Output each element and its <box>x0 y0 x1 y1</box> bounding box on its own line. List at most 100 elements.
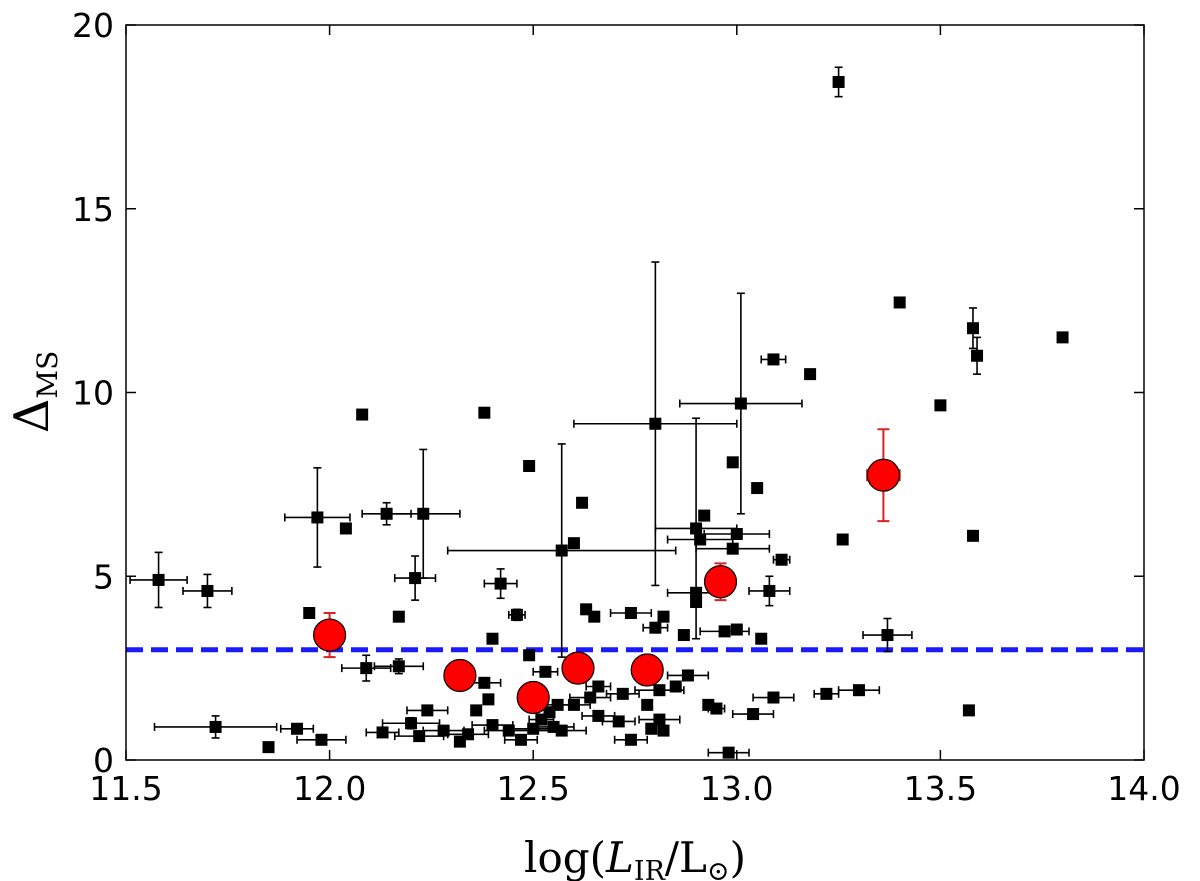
data-point-square-1 <box>201 584 214 597</box>
data-point-square-98 <box>971 349 984 362</box>
x-tick-label-2: 12.5 <box>496 769 569 808</box>
data-point-square-82 <box>755 632 768 645</box>
data-point-square-11 <box>376 726 389 739</box>
data-point-square-15 <box>405 717 418 730</box>
data-point-square-4 <box>291 722 304 735</box>
sample-series <box>129 66 1069 759</box>
y-tick-label-2: 10 <box>72 374 114 413</box>
x-axis-title-var: L <box>605 833 634 881</box>
y-tick-label-3: 15 <box>72 190 114 229</box>
data-point-square-41 <box>555 724 568 737</box>
data-point-square-51 <box>612 715 625 728</box>
data-point-square-58 <box>649 621 662 634</box>
data-point-square-88 <box>820 687 833 700</box>
data-point-square-74 <box>722 746 735 759</box>
x-axis-title-sub1: IR <box>634 856 666 881</box>
data-point-square-2 <box>209 720 222 733</box>
data-point-square-86 <box>775 553 788 566</box>
data-point-square-65 <box>681 669 694 682</box>
data-point-square-0 <box>152 573 165 586</box>
data-point-square-97 <box>966 322 979 335</box>
data-point-square-25 <box>478 676 491 689</box>
x-tick-labels: 11.5 12.0 12.5 13.0 13.5 14.0 <box>89 769 1180 808</box>
data-point-square-70 <box>698 509 711 522</box>
data-point-square-45 <box>576 496 589 509</box>
stacked-series <box>313 428 901 715</box>
data-point-square-61 <box>657 724 670 737</box>
data-point-square-96 <box>966 529 979 542</box>
data-point-square-43 <box>567 537 580 550</box>
data-point-circle-2 <box>516 680 550 715</box>
y-axis-title: ΔMS <box>4 351 64 434</box>
data-point-square-8 <box>339 522 352 535</box>
data-point-square-79 <box>734 397 747 410</box>
x-axis-title: log(LIR/L⊙) <box>524 833 746 881</box>
data-point-square-68 <box>690 522 703 535</box>
data-point-square-80 <box>747 708 760 721</box>
data-point-square-69 <box>694 533 707 546</box>
data-point-square-37 <box>539 665 552 678</box>
data-point-square-52 <box>616 687 629 700</box>
data-point-square-66 <box>690 595 703 608</box>
data-point-square-35 <box>527 722 540 735</box>
x-tick-label-5: 14.0 <box>1107 769 1180 808</box>
data-point-square-7 <box>315 733 328 746</box>
data-point-square-10 <box>360 662 373 675</box>
data-point-square-28 <box>486 719 499 732</box>
data-point-square-99 <box>1056 331 1069 344</box>
data-point-square-27 <box>486 632 499 645</box>
data-point-square-55 <box>641 698 654 711</box>
y-tick-labels: 0 5 10 15 20 <box>72 6 114 780</box>
data-point-square-24 <box>478 406 491 419</box>
data-point-square-85 <box>767 691 780 704</box>
y-tick-label-0: 0 <box>93 741 114 780</box>
data-point-square-76 <box>726 542 739 555</box>
data-point-square-67 <box>690 586 703 599</box>
data-point-square-33 <box>523 649 536 662</box>
y-tick-label-4: 20 <box>72 6 114 45</box>
data-point-square-6 <box>311 511 324 524</box>
data-point-square-93 <box>893 296 906 309</box>
x-axis-title-pre: log( <box>524 833 606 881</box>
data-point-circle-3 <box>561 651 595 685</box>
data-point-circle-0 <box>313 618 347 652</box>
plot-frame <box>125 24 1145 761</box>
data-point-square-26 <box>482 693 495 706</box>
data-point-square-91 <box>852 684 865 697</box>
data-point-circle-4 <box>630 653 664 687</box>
data-point-square-9 <box>356 408 369 421</box>
data-point-square-31 <box>510 608 523 621</box>
data-point-square-53 <box>624 733 637 746</box>
data-point-square-49 <box>592 709 605 722</box>
x-tick-label-3: 13.0 <box>700 769 773 808</box>
data-point-square-92 <box>881 629 894 642</box>
data-point-square-63 <box>669 680 682 693</box>
data-point-square-73 <box>718 625 731 638</box>
data-point-square-89 <box>832 75 845 88</box>
data-point-square-90 <box>836 533 849 546</box>
data-point-square-22 <box>462 728 475 741</box>
data-point-square-13 <box>392 660 405 673</box>
data-point-square-23 <box>470 704 483 717</box>
data-point-square-14 <box>392 610 405 623</box>
y-axis-title-sub: MS <box>31 351 64 399</box>
data-point-square-44 <box>567 698 580 711</box>
data-point-square-34 <box>523 460 536 472</box>
data-point-square-29 <box>494 577 507 590</box>
data-point-square-18 <box>417 507 430 520</box>
data-point-square-40 <box>551 698 564 711</box>
data-point-square-56 <box>645 722 658 735</box>
data-point-square-75 <box>726 456 739 469</box>
data-point-square-94 <box>934 399 947 412</box>
data-point-square-5 <box>303 607 316 619</box>
data-point-square-59 <box>653 684 666 697</box>
data-point-square-30 <box>502 724 515 737</box>
data-point-square-62 <box>657 610 670 623</box>
data-point-square-17 <box>413 730 426 743</box>
data-point-square-12 <box>380 507 393 520</box>
data-point-circle-5 <box>703 565 738 599</box>
y-tick-label-1: 5 <box>93 557 114 596</box>
data-point-square-50 <box>592 680 605 693</box>
